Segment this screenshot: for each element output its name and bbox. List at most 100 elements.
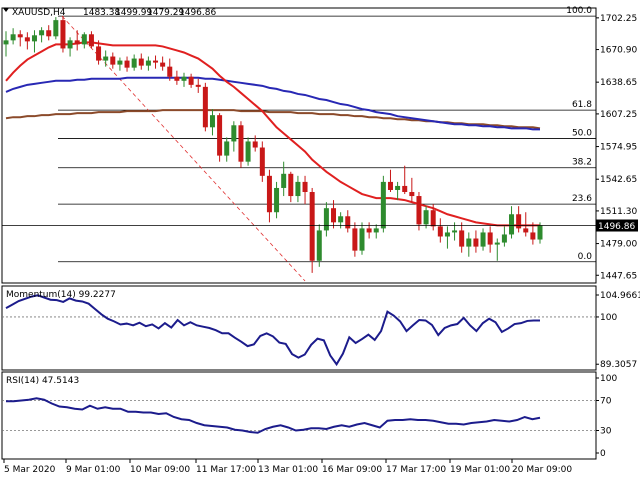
time-tick-label: 19 Mar 01:00: [450, 465, 510, 475]
rsi-tick-label: 100: [600, 374, 617, 384]
time-tick-label: 17 Mar 17:00: [386, 465, 446, 475]
candle-body: [96, 46, 102, 61]
candle-body: [473, 238, 479, 247]
candle-body: [17, 34, 23, 38]
candle-body: [274, 187, 280, 213]
candle-body: [174, 76, 180, 81]
candle-body: [338, 216, 344, 223]
candle-body: [437, 226, 443, 237]
candle-body: [444, 232, 450, 237]
fib-level-label: 61.8: [572, 100, 592, 110]
candle-body: [53, 20, 59, 37]
candle-body: [281, 173, 287, 188]
time-tick-label: 20 Mar 09:00: [512, 465, 572, 475]
candle-body: [387, 181, 393, 190]
rsi-tick-label: 70: [600, 397, 612, 407]
price-header: XAUUSD,H4 1483.38 1499.99 1479.29 1496.8…: [3, 8, 216, 18]
candle-body: [39, 30, 45, 36]
candle-body: [309, 192, 315, 261]
fib-level-label: 100.0: [566, 6, 592, 16]
candle-body: [487, 232, 493, 245]
ohlc-close: 1496.86: [179, 8, 216, 18]
candle-body: [316, 230, 322, 261]
candle-body: [331, 208, 337, 223]
candle-body: [402, 185, 408, 193]
candle-body: [245, 141, 251, 162]
candle-body: [67, 40, 73, 49]
price-panel: 100.0 61.8 50.0 38.2 23.6 0.0 1496.86 1702.25 16…: [1, 6, 638, 284]
price-tick-label: 1607.25: [600, 110, 637, 120]
candle-body: [452, 230, 458, 233]
candle-body: [167, 66, 173, 77]
candle-body: [103, 56, 109, 61]
candle-body: [209, 115, 215, 128]
price-tick-label: 1479.00: [600, 240, 637, 250]
candle-body: [145, 60, 151, 66]
ma-brown-line: [5, 109, 541, 130]
candle-body: [238, 125, 244, 162]
price-tick-label: 1702.25: [600, 14, 637, 24]
candle-body: [195, 84, 201, 87]
candle-body: [516, 214, 522, 229]
rsi-tick-label: 0: [600, 449, 606, 459]
rsi-title: RSI(14) 47.5143: [6, 376, 79, 386]
price-tick-label: 1670.90: [600, 46, 637, 56]
candle-body: [409, 192, 415, 197]
candle-body: [345, 216, 351, 229]
candle-body: [252, 141, 258, 148]
candle-body: [459, 230, 465, 247]
candle-body: [501, 234, 507, 243]
candle-body: [138, 58, 144, 66]
candle-body: [217, 115, 223, 156]
ohlc-high: 1499.99: [115, 8, 152, 18]
momentum-tick-label: 104.9661: [600, 291, 640, 301]
fib-level-label: 23.6: [572, 194, 592, 204]
trend-line: [61, 15, 306, 282]
candle-body: [537, 225, 543, 240]
candle-body: [302, 181, 308, 193]
candle-body: [380, 181, 386, 229]
price-tick-label: 1511.30: [600, 207, 637, 217]
candle-body: [494, 242, 500, 245]
candle-body: [31, 35, 37, 42]
candle-body: [523, 228, 529, 233]
candle-body: [224, 141, 230, 156]
candle-body: [295, 181, 301, 197]
candle-body: [530, 232, 536, 240]
ohlc-low: 1479.29: [147, 8, 184, 18]
time-tick-label: 5 Mar 2020: [4, 465, 56, 475]
last-price-label: 1496.86: [598, 222, 635, 232]
momentum-line: [5, 294, 540, 367]
ohlc-open: 1483.38: [83, 8, 120, 18]
rsi-panel: RSI(14) 47.5143 100 70 30 0: [1, 371, 617, 460]
candle-body: [231, 125, 237, 142]
candle-body: [124, 60, 130, 68]
ma-blue-line: [5, 76, 540, 131]
candle-body: [416, 196, 422, 225]
collapse-icon[interactable]: [3, 8, 9, 12]
time-tick-label: 9 Mar 01:00: [66, 465, 121, 475]
candle-body: [117, 60, 123, 65]
candle-body: [359, 228, 365, 251]
time-tick-label: 13 Mar 01:00: [258, 465, 318, 475]
momentum-tick-label: 100: [600, 313, 617, 323]
price-tick-label: 1638.65: [600, 78, 637, 88]
candle-body: [395, 185, 401, 190]
candle-body: [480, 232, 486, 247]
time-tick-label: 16 Mar 09:00: [322, 465, 382, 475]
candle-body: [3, 40, 9, 45]
time-tick-label: 10 Mar 09:00: [130, 465, 190, 475]
candle-body: [60, 20, 66, 49]
candle-body: [24, 37, 30, 42]
candle-body: [74, 40, 80, 45]
last-price-box: [596, 219, 638, 232]
candle-body: [188, 76, 194, 85]
price-tick-label: 1574.95: [600, 143, 637, 153]
candle-body: [509, 214, 515, 235]
candle-body: [288, 173, 294, 197]
candle-body: [373, 228, 379, 233]
candle-body: [266, 175, 272, 213]
candle-body: [202, 86, 208, 128]
candle-body: [10, 34, 16, 41]
